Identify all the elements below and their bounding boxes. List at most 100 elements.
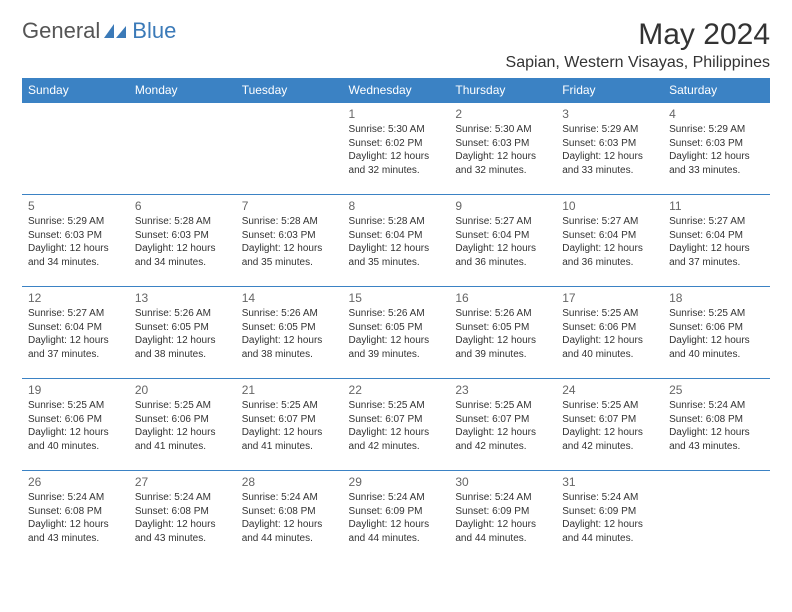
calendar-day-cell: 4Sunrise: 5:29 AMSunset: 6:03 PMDaylight… <box>663 103 770 195</box>
day-header: Sunday <box>22 78 129 103</box>
day-number: 19 <box>28 383 123 397</box>
logo: General Blue <box>22 18 176 44</box>
day-header: Thursday <box>449 78 556 103</box>
calendar-day-cell: 24Sunrise: 5:25 AMSunset: 6:07 PMDayligh… <box>556 379 663 471</box>
day-info-line: Sunset: 6:05 PM <box>455 321 550 335</box>
day-info-line: Daylight: 12 hours <box>455 426 550 440</box>
calendar-day-cell: 22Sunrise: 5:25 AMSunset: 6:07 PMDayligh… <box>343 379 450 471</box>
day-info-line: Sunrise: 5:24 AM <box>349 491 444 505</box>
logo-text-blue: Blue <box>132 18 176 44</box>
calendar-day-cell: 29Sunrise: 5:24 AMSunset: 6:09 PMDayligh… <box>343 471 450 563</box>
day-info-line: and 36 minutes. <box>455 256 550 270</box>
day-info-line: Sunrise: 5:27 AM <box>562 215 657 229</box>
day-info-line: and 41 minutes. <box>135 440 230 454</box>
calendar-table: Sunday Monday Tuesday Wednesday Thursday… <box>22 78 770 563</box>
day-info-line: Sunset: 6:03 PM <box>562 137 657 151</box>
day-info-line: Sunrise: 5:29 AM <box>28 215 123 229</box>
logo-text-general: General <box>22 18 100 44</box>
day-info-line: Sunset: 6:06 PM <box>135 413 230 427</box>
day-number: 21 <box>242 383 337 397</box>
day-info-line: Sunset: 6:05 PM <box>135 321 230 335</box>
calendar-day-cell: 14Sunrise: 5:26 AMSunset: 6:05 PMDayligh… <box>236 287 343 379</box>
calendar-day-cell: 18Sunrise: 5:25 AMSunset: 6:06 PMDayligh… <box>663 287 770 379</box>
day-info-line: and 35 minutes. <box>242 256 337 270</box>
day-info-line: and 33 minutes. <box>669 164 764 178</box>
day-number: 9 <box>455 199 550 213</box>
day-info-line: Daylight: 12 hours <box>455 518 550 532</box>
day-header: Saturday <box>663 78 770 103</box>
day-info-line: Sunset: 6:07 PM <box>455 413 550 427</box>
calendar-day-cell: 20Sunrise: 5:25 AMSunset: 6:06 PMDayligh… <box>129 379 236 471</box>
day-number: 1 <box>349 107 444 121</box>
calendar-day-cell: 31Sunrise: 5:24 AMSunset: 6:09 PMDayligh… <box>556 471 663 563</box>
calendar-day-cell: 21Sunrise: 5:25 AMSunset: 6:07 PMDayligh… <box>236 379 343 471</box>
calendar-day-cell: 28Sunrise: 5:24 AMSunset: 6:08 PMDayligh… <box>236 471 343 563</box>
day-info-line: Sunset: 6:04 PM <box>455 229 550 243</box>
day-info-line: and 34 minutes. <box>135 256 230 270</box>
day-info-line: and 40 minutes. <box>562 348 657 362</box>
day-info-line: Sunrise: 5:26 AM <box>242 307 337 321</box>
day-info-line: and 35 minutes. <box>349 256 444 270</box>
day-info-line: Sunset: 6:05 PM <box>242 321 337 335</box>
day-info-line: Sunset: 6:04 PM <box>562 229 657 243</box>
day-info-line: Sunset: 6:03 PM <box>28 229 123 243</box>
day-info-line: Sunrise: 5:25 AM <box>28 399 123 413</box>
day-number: 22 <box>349 383 444 397</box>
day-info-line: Sunrise: 5:30 AM <box>455 123 550 137</box>
day-info-line: Sunset: 6:07 PM <box>242 413 337 427</box>
day-info-line: Sunset: 6:03 PM <box>135 229 230 243</box>
day-number: 26 <box>28 475 123 489</box>
day-number: 8 <box>349 199 444 213</box>
calendar-day-cell: 27Sunrise: 5:24 AMSunset: 6:08 PMDayligh… <box>129 471 236 563</box>
day-info-line: Daylight: 12 hours <box>135 426 230 440</box>
month-title: May 2024 <box>506 18 770 52</box>
day-info-line: and 44 minutes. <box>562 532 657 546</box>
calendar-day-cell: 23Sunrise: 5:25 AMSunset: 6:07 PMDayligh… <box>449 379 556 471</box>
day-info-line: Daylight: 12 hours <box>135 242 230 256</box>
calendar-day-cell: 6Sunrise: 5:28 AMSunset: 6:03 PMDaylight… <box>129 195 236 287</box>
day-info-line: Sunrise: 5:25 AM <box>349 399 444 413</box>
header: General Blue May 2024 Sapian, Western Vi… <box>22 18 770 72</box>
day-number: 16 <box>455 291 550 305</box>
day-number: 13 <box>135 291 230 305</box>
day-info-line: Sunrise: 5:28 AM <box>135 215 230 229</box>
day-info-line: Sunrise: 5:25 AM <box>669 307 764 321</box>
day-info-line: Daylight: 12 hours <box>562 518 657 532</box>
day-info-line: Sunrise: 5:27 AM <box>455 215 550 229</box>
day-info-line: Daylight: 12 hours <box>349 242 444 256</box>
calendar-day-cell: 11Sunrise: 5:27 AMSunset: 6:04 PMDayligh… <box>663 195 770 287</box>
day-number: 28 <box>242 475 337 489</box>
day-info-line: Daylight: 12 hours <box>242 426 337 440</box>
day-info-line: Daylight: 12 hours <box>242 334 337 348</box>
day-info-line: Sunset: 6:03 PM <box>455 137 550 151</box>
day-info-line: Daylight: 12 hours <box>28 242 123 256</box>
day-header: Monday <box>129 78 236 103</box>
day-number: 25 <box>669 383 764 397</box>
day-info-line: Sunset: 6:05 PM <box>349 321 444 335</box>
calendar-week-row: 12Sunrise: 5:27 AMSunset: 6:04 PMDayligh… <box>22 287 770 379</box>
day-info-line: Daylight: 12 hours <box>28 518 123 532</box>
calendar-day-cell <box>129 103 236 195</box>
day-info-line: Daylight: 12 hours <box>669 150 764 164</box>
day-info-line: Sunset: 6:02 PM <box>349 137 444 151</box>
day-info-line: Sunrise: 5:24 AM <box>135 491 230 505</box>
day-info-line: Daylight: 12 hours <box>28 426 123 440</box>
day-info-line: Daylight: 12 hours <box>562 334 657 348</box>
day-info-line: Sunset: 6:04 PM <box>349 229 444 243</box>
day-number: 11 <box>669 199 764 213</box>
day-info-line: and 39 minutes. <box>349 348 444 362</box>
day-info-line: Sunrise: 5:24 AM <box>28 491 123 505</box>
day-info-line: Daylight: 12 hours <box>669 426 764 440</box>
day-number: 5 <box>28 199 123 213</box>
day-info-line: and 40 minutes. <box>28 440 123 454</box>
day-info-line: Sunset: 6:09 PM <box>349 505 444 519</box>
day-info-line: Daylight: 12 hours <box>562 242 657 256</box>
day-info-line: and 32 minutes. <box>455 164 550 178</box>
day-info-line: Sunrise: 5:30 AM <box>349 123 444 137</box>
day-info-line: Sunrise: 5:29 AM <box>669 123 764 137</box>
day-info-line: Sunset: 6:09 PM <box>562 505 657 519</box>
day-info-line: and 40 minutes. <box>669 348 764 362</box>
day-info-line: Sunrise: 5:26 AM <box>349 307 444 321</box>
day-header: Tuesday <box>236 78 343 103</box>
day-header: Wednesday <box>343 78 450 103</box>
